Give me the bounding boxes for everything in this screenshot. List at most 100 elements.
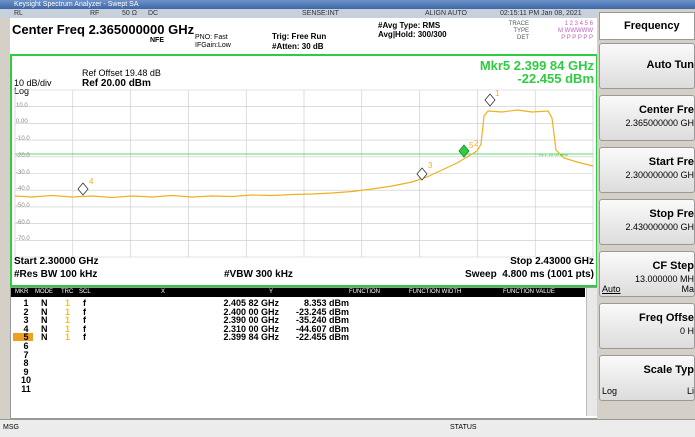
marker-number: 8 [23,358,29,369]
marker-field: 5 [23,332,29,343]
marker-number: 4 [89,177,94,186]
plot-area: Ref Offset 19.48 dB 10 dB/div Log Ref 20… [10,54,598,287]
softkey-panel: Frequency Auto Tun Center Fre 2.365000000 G… [597,9,695,419]
status: STATUS [450,424,477,431]
marker-number: 7 [23,349,29,360]
marker-number: 9 [23,366,29,377]
center-freq: Center Freq 2.365000000 GHz [12,22,195,37]
column-header: MKR [15,289,29,295]
marker-freq: Mkr5 2.399 84 GHz [479,58,594,73]
rbw: #Res BW 100 kHz [14,269,98,280]
softkey-label: Start Fre [648,156,694,168]
scale: 10 dB/div [14,78,52,88]
column-header: FUNCTION VALUE [503,289,555,295]
type-label: TYPE [513,28,529,34]
marker-field: N [41,323,48,334]
marker-y: -22.455 dBm [295,332,349,343]
marker-field: 1 [23,298,29,308]
trace-plot: 1 2 3 4 5 DL1 -20.00 dBm [14,89,594,258]
marker-x: 2.405 82 GHz [223,298,279,308]
column-header: SCL [79,289,91,295]
marker-labels: 1 2 3 4 5 [89,89,500,186]
window-title: Keysight Spectrum Analyzer - Swept SA [0,0,695,9]
status-item: RL [14,10,23,17]
y-label: 10.0 [16,102,28,109]
marker-field: 2 [23,306,29,317]
column-header: TRC [61,289,74,295]
softkey-label: CF Step [652,260,694,272]
marker-field: 1 [65,332,71,343]
softkey[interactable]: Stop Fre 2.430000000 GH [599,199,695,245]
marker-4 [77,182,89,196]
y-label: 0.00 [16,119,28,126]
ref-offset: Ref Offset 19.48 dB [82,68,161,78]
marker-number: 2 [474,139,479,148]
marker-field: 3 [23,315,29,326]
softkey-value: 13.000000 MH [634,274,694,284]
marker-number: 6 [23,341,29,351]
marker-field: N [41,306,48,317]
grid [14,89,594,258]
status-item: RF [90,10,100,17]
softkey[interactable]: Center Fre 2.365000000 GH [599,95,695,141]
softkey-label: Freq Offse [638,312,694,324]
softkey-value: 2.430000000 GH [625,222,694,232]
y-label: -20.0 [16,152,30,159]
trace-label: TRACE [508,21,529,27]
marker-number: 11 [21,384,31,394]
column-header: FUNCTION [349,289,380,295]
softkey[interactable]: Scale Typ Log Li [599,355,695,401]
marker-5 [458,144,470,158]
marker-y: -35.240 dBm [295,315,349,326]
marker-x: 2.310 00 GHz [223,323,279,334]
softkey-label: Scale Typ [643,364,694,376]
marker-field: f [83,332,86,343]
msg: MSG [3,424,19,431]
softkey[interactable]: CF Step 13.000000 MH Auto Ma [599,251,695,297]
softkey-value: 2.300000000 GH [625,170,694,180]
column-header: FUNCTION WIDTH [409,289,462,295]
column-header: Y [269,289,274,295]
atten: #Atten: 30 dB [272,42,324,51]
column-header: X [161,289,166,295]
status-item: ALIGN AUTO [425,10,467,17]
log: Log [14,86,30,96]
marker-y: 8.353 dBm [303,298,349,308]
y-label: -50.0 [16,202,30,209]
softkey[interactable]: Auto Tun [599,43,695,89]
start-freq: Start 2.30000 GHz [14,256,99,267]
trig: Trig: Free Run [272,32,327,41]
softkey[interactable]: Freq Offse 0 H [599,303,695,349]
scrollbar [586,288,597,416]
marker-field: f [83,323,86,334]
display-line-label: DL1 -20.00 dBm [539,152,569,157]
sweep: Sweep 4.800 ms (1001 pts) [465,269,594,280]
footer: MSG STATUS [0,419,695,437]
y-label: -60.0 [16,219,30,226]
trace-1 [14,109,594,199]
header: Center Freq 2.365000000 GHz NFE PNO: Fas… [10,18,597,54]
marker-field: f [83,298,86,308]
softkey[interactable]: Start Fre 2.300000000 GH [599,147,695,193]
softkey-value: 2.365000000 GH [625,118,694,128]
marker-field: 1 [65,315,71,326]
marker-field: N [41,332,48,343]
status-row: RL RF 50 Ω DC SENSE:INT ALIGN AUTO 02:15:11 PM… [0,9,597,18]
softkey-label: Center Fre [638,104,694,116]
det-label: DET [517,35,529,41]
stop-freq: Stop 2.43000 GHz [510,256,594,267]
ref-level: Ref 20.00 dBm [82,78,151,89]
status-item: SENSE:INT [302,10,339,17]
status-item: 50 Ω [122,10,137,17]
pno: PNO: Fast [195,34,228,41]
nfe: NFE [150,37,164,44]
y-label: -30.0 [16,169,30,176]
softkey-option: Ma [681,284,694,294]
marker-y: -23.245 dBm [295,306,349,317]
marker-field: 1 [65,323,71,334]
y-label: -10.0 [16,136,30,143]
status-item: DC [148,10,159,17]
softkey-option: Li [686,386,694,396]
vbw: #VBW 300 kHz [224,269,293,280]
